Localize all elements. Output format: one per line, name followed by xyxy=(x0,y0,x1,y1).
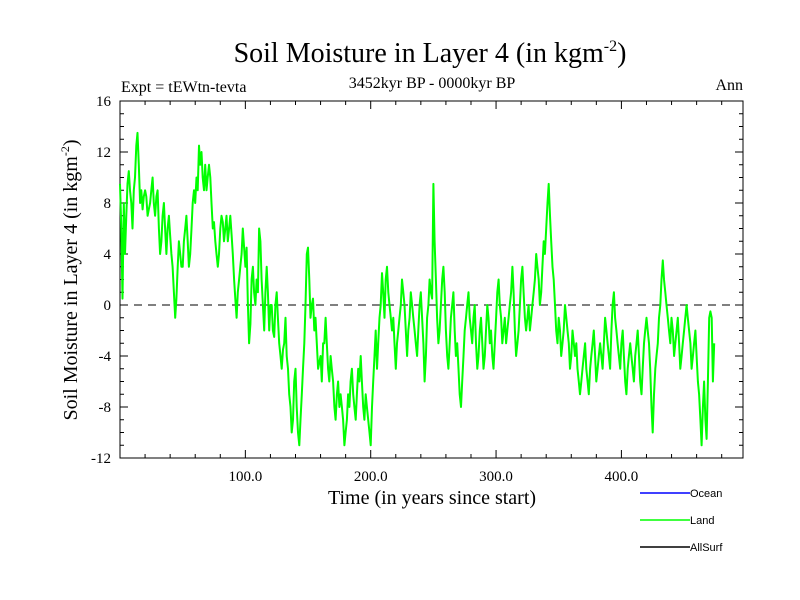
x-tick-label: 100.0 xyxy=(228,469,262,485)
y-axis-title: Soil Moisture in Layer 4 (in kgm-2) xyxy=(58,139,82,420)
x-axis-title: Time (in years since start) xyxy=(328,487,536,509)
y-tick-label: 8 xyxy=(104,196,112,212)
y-tick-label: 4 xyxy=(104,247,112,263)
y-tick-label: -12 xyxy=(91,451,111,467)
legend-label-allsurf: AllSurf xyxy=(690,542,723,554)
y-tick-label: 16 xyxy=(96,94,112,110)
x-tick-label: 200.0 xyxy=(354,469,388,485)
chart-subtitle: 3452kyr BP - 0000kyr BP xyxy=(349,75,516,92)
chart-title: Soil Moisture in Layer 4 (in kgm-2) xyxy=(234,38,627,69)
y-tick-label: 0 xyxy=(104,298,112,314)
y-tick-label: -4 xyxy=(99,349,112,365)
x-tick-label: 400.0 xyxy=(605,469,639,485)
season-label: Ann xyxy=(715,77,743,94)
legend-label-land: Land xyxy=(690,515,714,527)
x-tick-label: 300.0 xyxy=(479,469,513,485)
x-axis: 100.0 200.0 300.0 400.0 xyxy=(144,101,723,485)
legend: Ocean Land AllSurf xyxy=(640,488,723,554)
series-land-line xyxy=(119,131,716,447)
y-axis: 16 12 8 4 0 -4 -8 -12 xyxy=(91,94,743,467)
y-tick-label: -8 xyxy=(99,400,112,416)
y-tick-label: 12 xyxy=(96,145,111,161)
legend-label-ocean: Ocean xyxy=(690,488,722,500)
expt-label: Expt = tEWtn-tevta xyxy=(121,79,246,96)
